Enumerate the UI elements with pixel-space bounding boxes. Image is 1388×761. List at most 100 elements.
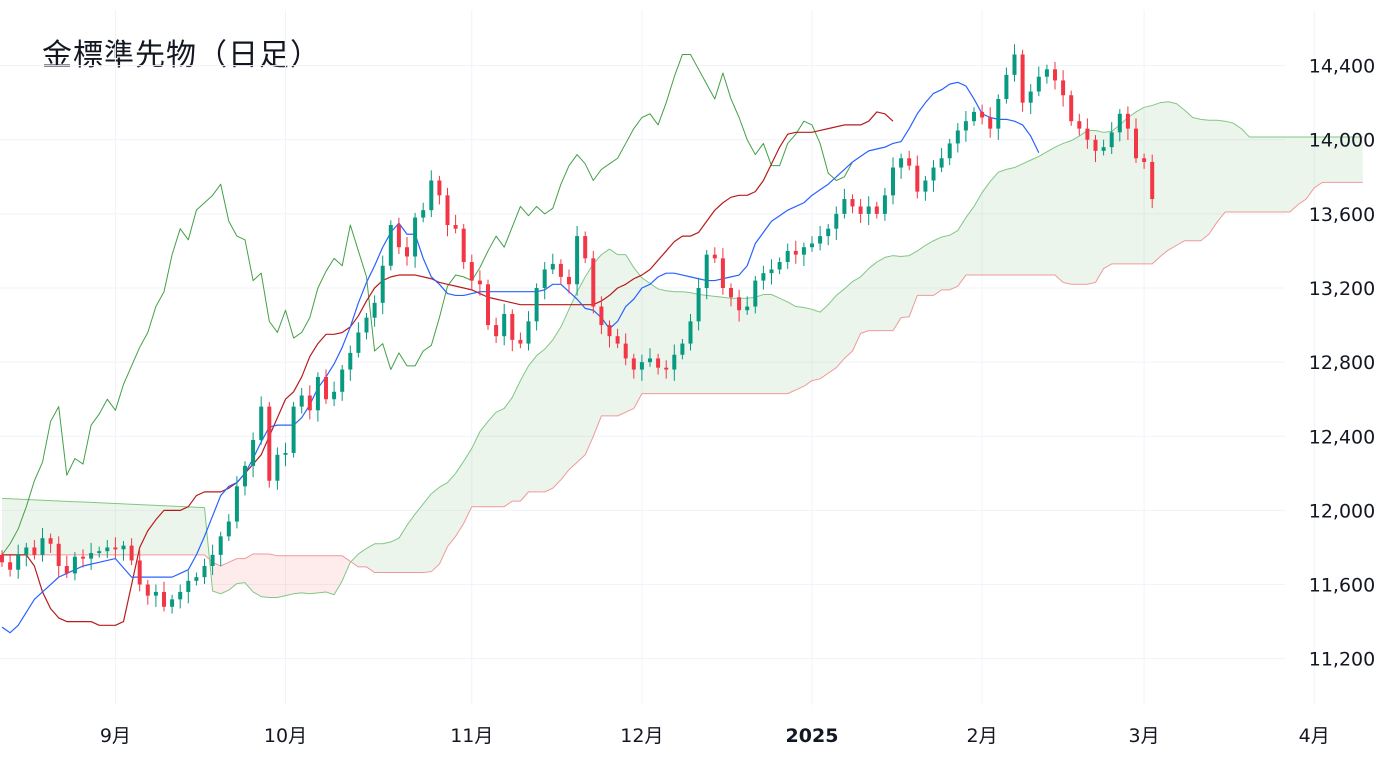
candle-body (32, 547, 37, 555)
candle-body (8, 562, 13, 570)
cloud-segment (512, 380, 521, 502)
candle-body (429, 180, 434, 211)
candle-body (348, 352, 353, 370)
cloud-segment (974, 192, 983, 276)
cloud-segment (641, 277, 650, 394)
cloud-segment (820, 304, 829, 379)
candle-body (834, 213, 839, 229)
cloud-segment (1241, 128, 1250, 213)
candle-body (534, 288, 539, 322)
cloud-segment (334, 555, 343, 595)
candle-body (153, 591, 158, 596)
candle-body (891, 167, 895, 196)
time-axis: 9月 10月 11月 12月 2025 2月 3月 4月 (100, 725, 1330, 747)
cloud-segment (787, 301, 796, 394)
cloud-segment (277, 555, 286, 598)
candle-body (1004, 74, 1009, 99)
cloud-segment (917, 245, 926, 296)
cloud-segment (739, 298, 748, 394)
candle-body (963, 121, 968, 131)
candle-body (1109, 132, 1114, 148)
cloud-segment (965, 206, 974, 276)
candle-body (720, 258, 725, 288)
cloud-segment (868, 262, 877, 331)
candle-body (615, 336, 620, 344)
candle-body (972, 111, 976, 122)
cloud-segment (884, 255, 893, 331)
candle-body (186, 580, 191, 592)
candle-body (631, 358, 636, 370)
cloud-segment (423, 493, 432, 573)
y-tick-label: 11,600 (1309, 575, 1375, 597)
cloud-segment (1192, 117, 1201, 241)
candle-body (1012, 54, 1017, 75)
cloud-segment (609, 249, 618, 416)
candle-body (769, 269, 774, 274)
candle-body (421, 210, 426, 218)
candle-body (1101, 147, 1106, 151)
cloud-segment (1314, 136, 1323, 188)
candle-body (251, 439, 256, 466)
cloud-segment (236, 558, 245, 584)
candle-body (947, 143, 952, 159)
cloud-segment (42, 500, 51, 555)
cloud-segment (795, 306, 804, 390)
cloud-segment (58, 500, 67, 555)
cloud-segment (876, 257, 885, 331)
cloud-segment (415, 503, 424, 573)
cloud-segment (982, 181, 991, 276)
candle-body (680, 343, 685, 355)
candle-body (202, 566, 207, 578)
span-a-line (1, 101, 1363, 599)
cloud-segment (139, 504, 148, 555)
candle-body (882, 195, 887, 214)
candle-body (275, 454, 280, 481)
candle-body (291, 406, 296, 453)
cloud-segment (925, 240, 934, 296)
candle-body (64, 566, 69, 574)
cloud-segment (1046, 147, 1055, 276)
cloud-segment (488, 412, 497, 507)
cloud-segment (714, 296, 723, 394)
cloud-segment (107, 503, 116, 555)
candle-body (162, 591, 166, 607)
candle-body (866, 206, 871, 214)
cloud-segment (309, 555, 318, 594)
cloud-segment (1338, 136, 1347, 183)
y-tick-label: 12,400 (1309, 426, 1375, 448)
cloud-segment (172, 506, 181, 555)
cloud-segment (779, 298, 788, 394)
cloud-segment (1006, 167, 1015, 276)
cloud-segment (593, 254, 602, 437)
cloud-segment (196, 507, 205, 555)
y-tick-label: 13,200 (1309, 278, 1375, 300)
candle-body (818, 236, 823, 244)
cloud-segment (115, 503, 124, 555)
candle-body (567, 276, 571, 285)
cloud-segment (690, 292, 699, 394)
candle-body (145, 584, 150, 596)
candle-body (1077, 121, 1082, 129)
cloud-segment (455, 461, 464, 537)
candle-body (405, 247, 409, 257)
candle-body (1036, 76, 1041, 92)
cloud-segment (747, 297, 756, 394)
candle-body (745, 306, 750, 311)
cloud-segment (544, 339, 553, 492)
candle-body (1020, 54, 1025, 103)
cloud-segment (1306, 136, 1315, 200)
candle-body (113, 547, 118, 550)
candle-body (453, 224, 458, 229)
candle-body (97, 551, 102, 554)
chart-title: 金標準先物（日足） (42, 38, 321, 73)
candle-body (210, 554, 215, 566)
cloud-segment (601, 249, 610, 416)
tenkan-line (1, 81, 1040, 634)
cloud-segment (1217, 120, 1226, 223)
candle-body (494, 325, 499, 337)
cloud-segment (998, 169, 1007, 276)
candle-body (558, 263, 563, 277)
candle-body (477, 280, 482, 285)
cloud-segment (1281, 136, 1290, 213)
